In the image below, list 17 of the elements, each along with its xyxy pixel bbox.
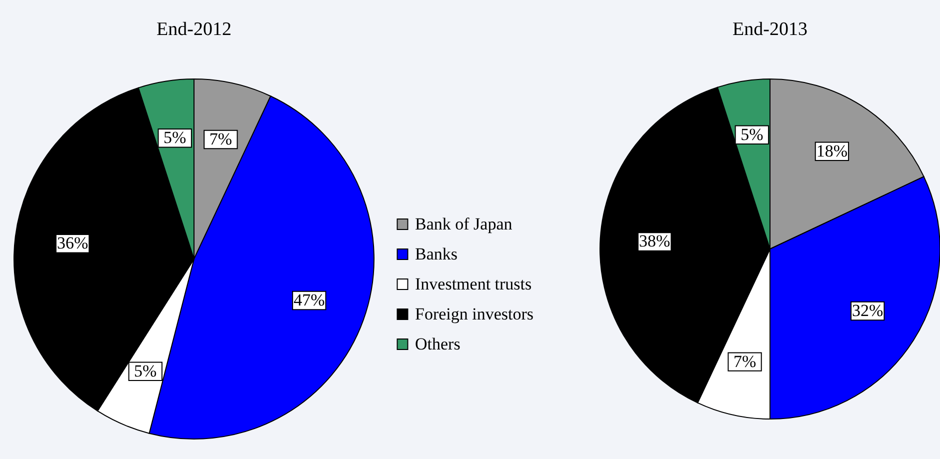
data-label: 38% — [639, 232, 670, 251]
chart-title: End-2012 — [156, 19, 232, 40]
legend-label: Banks — [415, 244, 458, 264]
data-label: 5% — [134, 361, 157, 380]
legend-label: Foreign investors — [415, 304, 534, 324]
data-label: 7% — [733, 352, 756, 371]
data-label: 32% — [852, 300, 884, 320]
legend-label: Investment trusts — [415, 274, 532, 294]
data-label: 18% — [816, 141, 848, 160]
chart-title: End-2013 — [732, 19, 808, 40]
data-label: 5% — [164, 128, 186, 148]
data-label: 36% — [56, 234, 88, 253]
legend-label: Bank of Japan — [415, 214, 513, 234]
data-label: 47% — [294, 290, 325, 310]
data-label: 5% — [740, 124, 764, 144]
data-label: 7% — [209, 130, 232, 149]
legend-label: Others — [415, 334, 460, 354]
